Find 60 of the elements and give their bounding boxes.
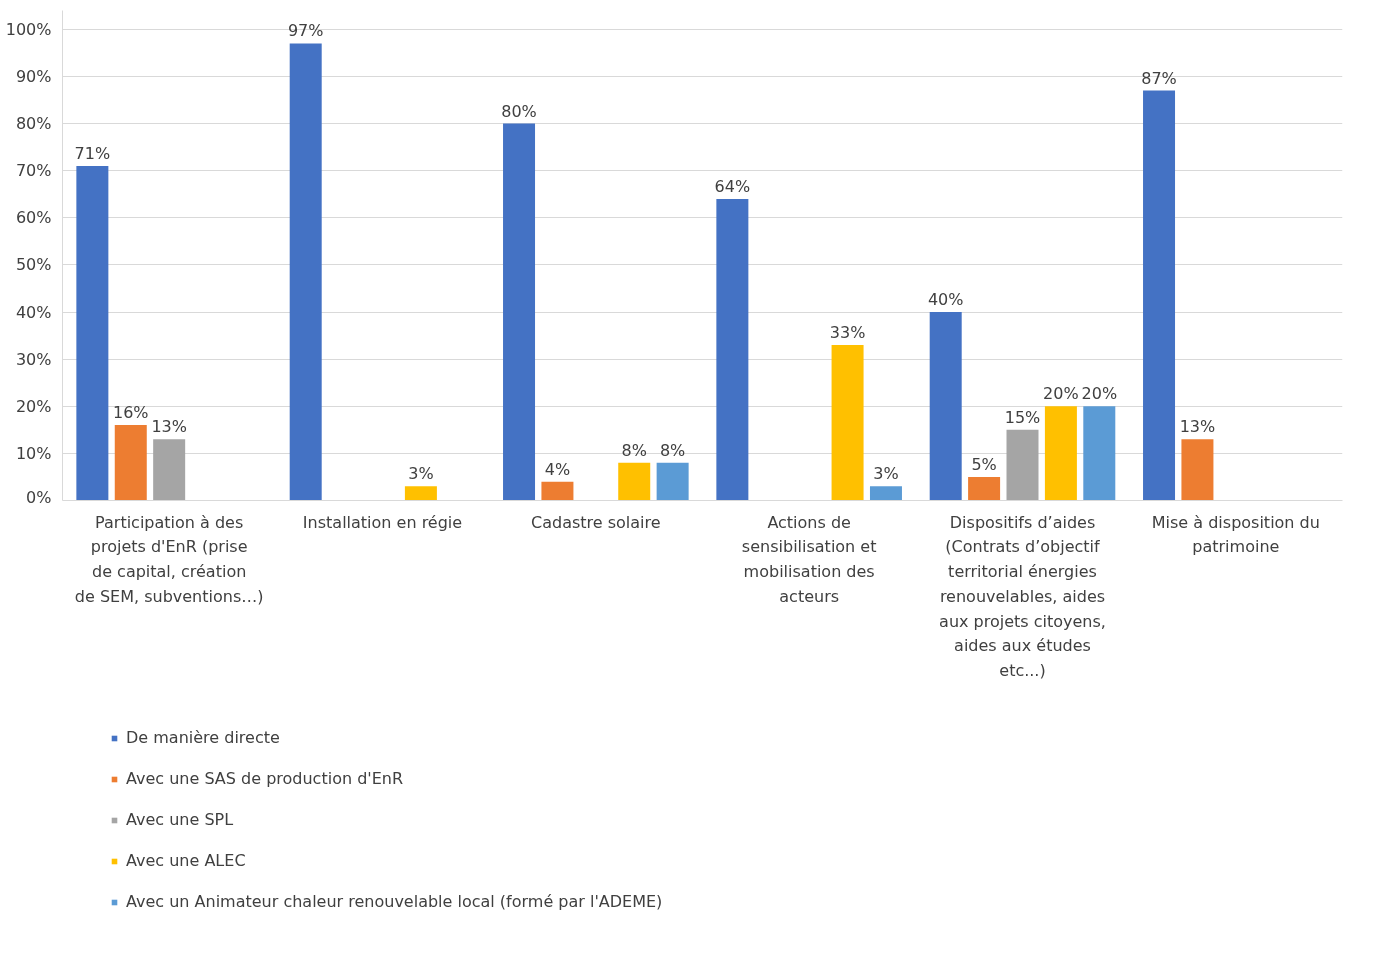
- bar: [153, 439, 186, 501]
- x-tick-label: Cadastre solaire: [531, 512, 661, 532]
- y-tick-label: 50%: [15, 255, 52, 275]
- bar: [929, 312, 962, 501]
- bar: [1143, 90, 1176, 501]
- data-label: 5%: [971, 454, 997, 474]
- bar: [1083, 406, 1116, 501]
- legend-label: De manière directe: [126, 728, 280, 747]
- data-label: 87%: [1141, 68, 1177, 88]
- data-label: 20%: [1081, 384, 1118, 404]
- data-label: 8%: [621, 440, 647, 460]
- bar: [869, 486, 902, 501]
- x-tick-label: Participation à des projets d'EnR (prise de capital, création de SEM, subventions…): [74, 512, 264, 606]
- bar: [1181, 439, 1214, 501]
- data-label: 20%: [1043, 384, 1079, 404]
- data-label: 80%: [501, 101, 537, 121]
- data-label: 8%: [659, 440, 686, 460]
- x-tick-label: Installation en régie: [302, 512, 463, 532]
- data-label: 15%: [1004, 407, 1041, 427]
- bar: [541, 481, 574, 501]
- x-tick-label: Actions de sensibilisation et mobilisation des acteurs: [741, 512, 877, 606]
- y-tick-label: 80%: [15, 114, 52, 134]
- bar: [1006, 429, 1039, 501]
- bar: [716, 198, 749, 501]
- bar: [618, 462, 651, 501]
- data-label: 3%: [408, 464, 434, 484]
- bar: [289, 43, 322, 501]
- data-label: 97%: [287, 21, 324, 41]
- data-label: 16%: [112, 403, 149, 423]
- x-tick-label: Mise à disposition du patrimoine: [1151, 512, 1320, 557]
- y-tick-label: 90%: [15, 66, 52, 86]
- data-label: 40%: [927, 290, 964, 310]
- y-tick-label: 70%: [15, 161, 52, 181]
- y-tick-label: 60%: [15, 208, 52, 228]
- y-tick-label: 20%: [15, 396, 52, 416]
- bar: [831, 345, 864, 501]
- bar: [404, 486, 437, 501]
- data-label: 13%: [1179, 417, 1216, 437]
- y-tick-label: 40%: [15, 302, 52, 322]
- bar: [114, 425, 147, 501]
- data-label: 64%: [714, 176, 751, 196]
- bar: [968, 476, 1001, 501]
- bar: [656, 462, 689, 501]
- legend-label: Avec une SAS de production d'EnR: [126, 769, 404, 788]
- data-label: 13%: [151, 417, 187, 437]
- bar: [76, 165, 109, 501]
- bar: [503, 123, 536, 501]
- bar: [1044, 406, 1077, 501]
- legend-label: Avec une SPL: [126, 810, 234, 829]
- data-label: 33%: [829, 323, 866, 343]
- legend-label: Avec une ALEC: [126, 851, 246, 870]
- y-tick-label: 100%: [5, 19, 52, 39]
- data-label: 3%: [873, 464, 899, 484]
- data-label: 71%: [74, 143, 111, 163]
- y-tick-label: 0%: [26, 487, 52, 507]
- x-tick-label: Dispositifs d’aides (Contrats d’objectif territorial énergies renouvelables, aides aux projets citoyens, aides aux études etc...): [939, 512, 1106, 680]
- data-label: 4%: [544, 459, 571, 479]
- legend-label: Avec un Animateur chaleur renouvelable local (formé par l'ADEME): [126, 892, 663, 911]
- y-tick-label: 30%: [15, 349, 52, 369]
- y-tick-label: 10%: [15, 443, 52, 463]
